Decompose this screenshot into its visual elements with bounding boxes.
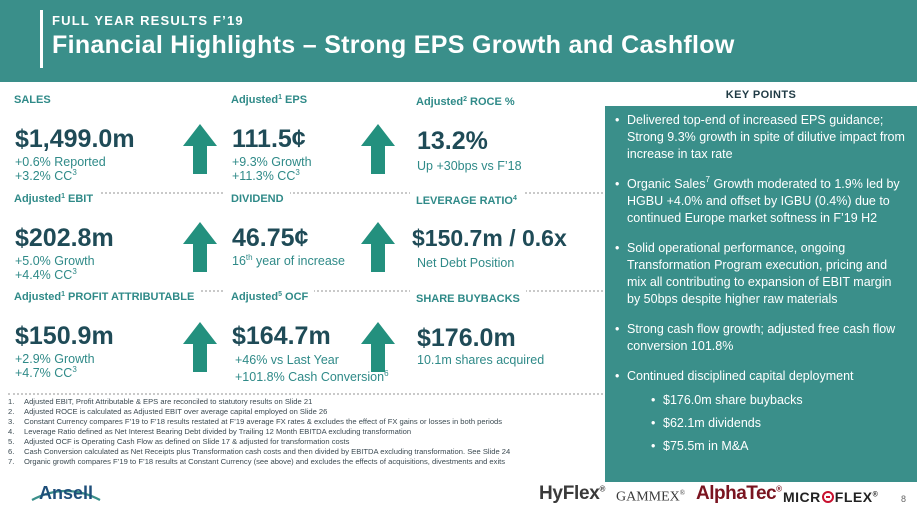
metric-sales: SALES $1,499.0m +0.6% Reported +3.2% CC3 xyxy=(8,91,213,191)
key-sub-point: • $75.5m in M&A xyxy=(651,439,749,453)
footnote: 6. Cash Conversion calculated as Net Rece… xyxy=(8,447,511,456)
gammex-logo: GAMMEX® xyxy=(616,489,686,505)
metric-sub: +5.0% Growth xyxy=(15,254,95,268)
key-points-panel: KEY POINTS • Delivered top-end of increas… xyxy=(605,84,917,482)
metric-sub: Net Debt Position xyxy=(417,256,515,270)
metric-sub: +11.3% CC3 xyxy=(232,168,300,184)
key-point: • Solid operational performance, ongoing … xyxy=(615,241,892,306)
page-number: 8 xyxy=(901,494,907,504)
alphatec-logo: AlphaTec® xyxy=(696,483,782,504)
metric-leverage: LEVERAGE RATIO4 $150.7m / 0.6x Net Debt … xyxy=(410,192,605,292)
metric-sub: 16th year of increase xyxy=(232,253,345,269)
footnote: 4. Leverage Ratio defined as Net Interest… xyxy=(8,427,412,436)
metric-value: $1,499.0m xyxy=(15,125,135,153)
metric-value: 111.5¢ xyxy=(232,125,306,153)
footnote: 2. Adjusted ROCE is calculated as Adjuste… xyxy=(8,407,328,416)
metric-label: Adjusted2 ROCE % xyxy=(410,93,521,113)
footnotes: 1. Adjusted EBIT, Profit Attributable & E… xyxy=(8,397,603,467)
header-kicker: FULL YEAR RESULTS F’19 xyxy=(52,13,244,28)
bullet-icon: • xyxy=(651,439,656,453)
metric-value: 46.75¢ xyxy=(232,224,309,252)
header-band: FULL YEAR RESULTS F’19 Financial Highlig… xyxy=(0,0,917,82)
footnote: 7. Organic growth compares F’19 to F’18 r… xyxy=(8,457,506,466)
metric-label: SHARE BUYBACKS xyxy=(410,290,526,310)
metric-label: SALES xyxy=(8,91,57,111)
metric-eps: Adjusted1 EPS 111.5¢ +9.3% Growth +11.3%… xyxy=(225,91,405,191)
metric-sub: Up +30bps vs F’18 xyxy=(417,159,522,173)
metric-profit: Adjusted1 PROFIT ATTRIBUTABLE $150.9m +2… xyxy=(8,288,223,388)
metric-sub: 10.1m shares acquired xyxy=(417,353,545,367)
up-arrow-icon xyxy=(183,322,217,372)
metric-value: $150.7m / 0.6x xyxy=(412,225,567,251)
metric-buyback: SHARE BUYBACKS $176.0m 10.1m shares acqu… xyxy=(410,290,600,390)
key-points-list: • Delivered top-end of increased EPS guid… xyxy=(605,112,917,461)
metric-label: Adjusted1 EBIT xyxy=(8,190,100,210)
header-accent-bar xyxy=(40,10,43,68)
metric-sub: +46% vs Last Year xyxy=(235,353,339,367)
bullet-icon: • xyxy=(615,113,620,127)
metric-sub: +3.2% CC3 xyxy=(15,168,77,184)
key-sub-point: • $62.1m dividends xyxy=(651,416,761,430)
key-point: • Continued disciplined capital deploymen… xyxy=(615,369,854,383)
microflex-logo: MICR FLEX® xyxy=(783,489,879,505)
page-title: Financial Highlights – Strong EPS Growth… xyxy=(52,31,735,59)
metric-label: LEVERAGE RATIO4 xyxy=(410,192,523,212)
metric-sub: +9.3% Growth xyxy=(232,155,312,169)
bullet-icon: • xyxy=(615,241,620,255)
metric-value: $202.8m xyxy=(15,224,114,252)
metric-ebit: Adjusted1 EBIT $202.8m +5.0% Growth +4.4… xyxy=(8,190,213,290)
metric-sub: +4.7% CC3 xyxy=(15,365,77,381)
metric-label: Adjusted1 EPS xyxy=(225,91,314,111)
footnote: 5. Adjusted OCF is Operating Cash Flow as… xyxy=(8,437,350,446)
row-divider xyxy=(8,192,603,194)
metric-sub: +0.6% Reported xyxy=(15,155,106,169)
metric-sub: +2.9% Growth xyxy=(15,352,95,366)
metric-value: $176.0m xyxy=(417,324,516,352)
up-arrow-icon xyxy=(361,222,395,272)
metric-label: Adjusted5 OCF xyxy=(225,288,315,308)
metric-value: $150.9m xyxy=(15,322,114,350)
ansell-logo: Ansell xyxy=(31,483,101,503)
bullet-icon: • xyxy=(651,416,656,430)
svg-text:Ansell: Ansell xyxy=(39,483,93,503)
up-arrow-icon xyxy=(183,222,217,272)
key-point: • Strong cash flow growth; adjusted free … xyxy=(615,322,896,353)
row-divider xyxy=(8,393,603,395)
key-point: • Organic Sales7 Growth moderated to 1.9%… xyxy=(615,175,900,226)
footnote: 1. Adjusted EBIT, Profit Attributable & E… xyxy=(8,397,313,406)
key-point: • Delivered top-end of increased EPS guid… xyxy=(615,113,905,161)
microflex-o-mark-icon xyxy=(821,491,834,503)
up-arrow-icon xyxy=(183,124,217,174)
key-points-heading: KEY POINTS xyxy=(605,84,917,106)
up-arrow-icon xyxy=(361,322,395,372)
bullet-icon: • xyxy=(615,369,620,383)
metric-label: DIVIDEND xyxy=(225,190,290,210)
metric-value: $164.7m xyxy=(232,322,331,350)
bullet-icon: • xyxy=(651,393,656,407)
up-arrow-icon xyxy=(361,124,395,174)
bullet-icon: • xyxy=(615,177,620,191)
metric-value: 13.2% xyxy=(417,127,488,155)
metric-sub: +4.4% CC3 xyxy=(15,267,77,283)
metric-label: Adjusted1 PROFIT ATTRIBUTABLE xyxy=(8,288,201,308)
key-sub-point: • $176.0m share buybacks xyxy=(651,393,803,407)
bullet-icon: • xyxy=(615,322,620,336)
metric-roce: Adjusted2 ROCE % 13.2% Up +30bps vs F’18 xyxy=(410,93,600,193)
hyflex-logo: HyFlex® xyxy=(539,483,606,504)
footnote: 3. Constant Currency compares F’19 to F’1… xyxy=(8,417,503,426)
metric-dividend: DIVIDEND 46.75¢ 16th year of increase xyxy=(225,190,405,290)
metric-ocf: Adjusted5 OCF $164.7m +46% vs Last Year … xyxy=(225,288,405,388)
metric-sub: +101.8% Cash Conversion6 xyxy=(235,369,389,385)
